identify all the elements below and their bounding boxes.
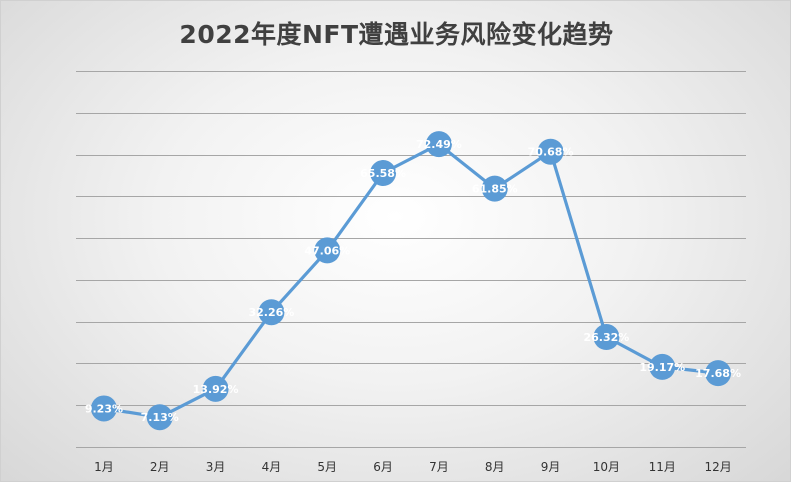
x-tick-label: 9月 <box>541 460 561 474</box>
chart-title: 2022年度NFT遭遇业务风险变化趋势 <box>179 20 614 49</box>
data-label: 47.06% <box>304 244 350 257</box>
data-label: 32.26% <box>249 306 295 319</box>
data-label: 19.17% <box>639 361 685 374</box>
x-tick-label: 12月 <box>704 460 731 474</box>
x-tick-label: 3月 <box>206 460 226 474</box>
data-label: 9.23% <box>85 402 123 415</box>
x-tick-label: 10月 <box>593 460 620 474</box>
data-point-marker <box>314 237 341 264</box>
data-label: 7.13% <box>141 411 179 424</box>
data-label: 13.92% <box>193 383 239 396</box>
data-label: 70.68% <box>528 146 574 159</box>
gridlines <box>76 71 746 448</box>
x-tick-label: 5月 <box>317 460 337 474</box>
x-tick-label: 6月 <box>373 460 393 474</box>
data-label: 26.32% <box>584 331 630 344</box>
x-tick-label: 8月 <box>485 460 505 474</box>
data-label: 72.49% <box>416 138 462 151</box>
x-tick-labels: 1月 2月 3月 4月 5月 6月 7月 8月 9月 10月 11月 12月 <box>94 460 732 474</box>
data-point-marker <box>258 299 285 326</box>
data-point-marker <box>593 324 620 351</box>
data-point-marker <box>537 138 564 165</box>
data-point-marker <box>705 360 732 387</box>
data-point-marker <box>146 404 173 431</box>
x-tick-label: 11月 <box>649 460 676 474</box>
data-labels: 9.23% 7.13% 13.92% 32.26% 47.06% 65.58% 72.49%… <box>85 138 741 424</box>
x-tick-label: 7月 <box>429 460 449 474</box>
data-label: 65.58% <box>360 167 406 180</box>
data-point-marker <box>649 353 676 380</box>
data-label: 17.68% <box>695 367 741 380</box>
data-label: 61.85% <box>472 183 518 196</box>
data-point-marker <box>90 395 117 422</box>
data-point-marker <box>481 175 508 202</box>
data-point-marker <box>202 375 229 402</box>
x-tick-label: 4月 <box>262 460 282 474</box>
x-tick-label: 2月 <box>150 460 170 474</box>
markers <box>90 131 732 431</box>
data-point-marker <box>425 131 452 158</box>
x-tick-label: 1月 <box>94 460 114 474</box>
data-point-marker <box>370 160 397 187</box>
